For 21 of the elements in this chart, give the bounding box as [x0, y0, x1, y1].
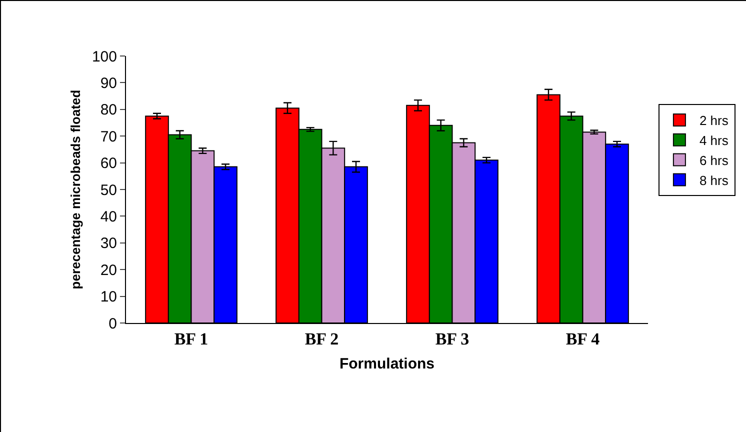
y-tick-label: 100: [92, 48, 117, 66]
legend-label: 4 hrs: [699, 132, 729, 148]
y-tick-label: 10: [100, 288, 117, 306]
y-axis-title: perecentage microbeads floated: [68, 90, 83, 290]
y-tick-label: 90: [100, 74, 117, 92]
y-tick-label: 60: [100, 155, 117, 172]
legend-label: 2 hrs: [699, 113, 729, 128]
y-tick-label: 0: [108, 315, 117, 332]
y-tick-label: 30: [100, 235, 117, 252]
y-tick-label: 50: [100, 182, 117, 199]
y-tick-label: 80: [100, 102, 117, 119]
legend-label: 6 hrs: [699, 152, 729, 168]
x-axis-title: Formulations: [339, 355, 435, 372]
y-tick-label: 70: [100, 128, 117, 146]
y-tick-label: 20: [100, 262, 117, 279]
legend-label: 8 hrs: [699, 172, 729, 188]
x-tick-label: BF 3: [435, 329, 470, 348]
x-tick-label: BF 1: [174, 329, 208, 348]
y-tick-label: 40: [100, 208, 117, 226]
x-tick-label: BF 2: [304, 329, 339, 348]
x-tick-label: BF 4: [566, 329, 600, 348]
